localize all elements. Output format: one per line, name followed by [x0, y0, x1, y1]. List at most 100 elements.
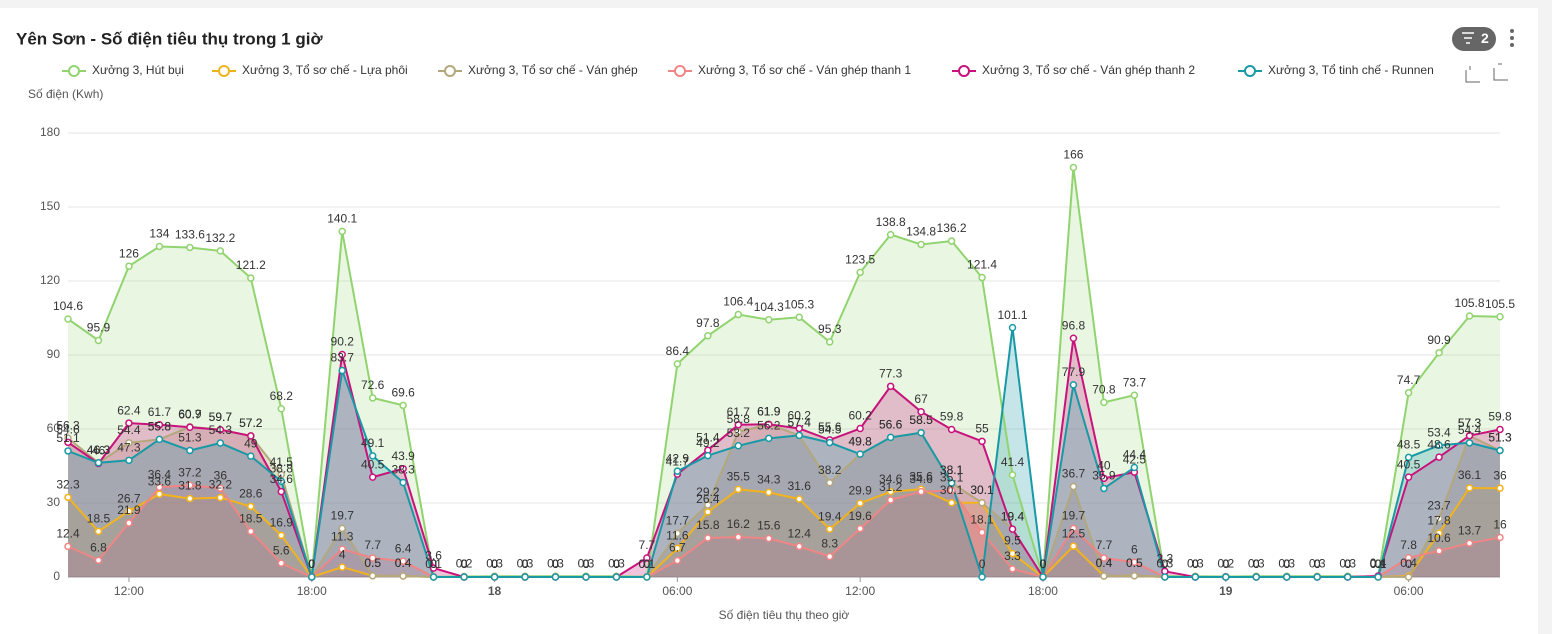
data-point [216, 425, 225, 434]
data-label: 123.5 [845, 253, 875, 267]
data-point [1496, 533, 1504, 542]
data-label: 46.3 [87, 443, 111, 457]
data-label: 97.8 [696, 316, 720, 330]
data-point [186, 423, 194, 432]
area-fill [68, 485, 1500, 577]
data-label: 42.9 [666, 451, 690, 465]
legend-label: Xưởng 3, Hút bụi [92, 63, 184, 77]
data-point [704, 501, 712, 509]
data-label: 132.2 [205, 231, 235, 245]
data-label: 61.9 [757, 404, 781, 418]
more-menu[interactable] [1510, 29, 1514, 47]
data-label: 58.5 [909, 413, 933, 427]
data-label: 23.7 [1427, 499, 1451, 513]
data-point [155, 421, 164, 429]
data-label: 0.3 [1309, 556, 1326, 570]
data-point [795, 424, 803, 433]
data-point [886, 433, 895, 442]
data-label: 55.6 [818, 420, 842, 434]
data-label: 136.2 [937, 221, 967, 235]
data-label: 0 [461, 557, 468, 571]
data-label: 51.3 [178, 431, 202, 445]
toolbox-icons[interactable] [1465, 63, 1508, 83]
legend-marker [218, 65, 230, 77]
data-label: 0 [613, 557, 620, 571]
data-label: 19.4 [818, 509, 842, 523]
data-point [368, 554, 377, 562]
data-label: 0 [1192, 557, 1199, 571]
data-label: 6 [1131, 542, 1138, 556]
data-label: 0 [1192, 557, 1199, 571]
legend-item[interactable]: Xưởng 3, Tổ sơ chế - Ván ghép thanh 1 [668, 63, 911, 77]
data-label: 0 [430, 557, 437, 571]
y-tick-label: 30 [47, 495, 61, 509]
x-tick-label: 06:00 [662, 584, 692, 598]
legend-label: Xưởng 3, Tổ tinh chế - Runnen [1268, 63, 1434, 77]
data-label: 62.4 [117, 403, 141, 417]
data-label: 0 [308, 557, 315, 571]
x-tick-label: 18:00 [297, 584, 327, 598]
data-label: 0 [522, 557, 529, 571]
data-point [765, 315, 773, 324]
y-tick-label: 90 [47, 347, 61, 361]
data-label: 106.4 [723, 295, 753, 309]
data-label: 18.1 [970, 513, 994, 527]
data-label: 60.7 [178, 407, 202, 421]
data-label: 6.7 [669, 541, 686, 555]
data-label: 30.1 [970, 483, 994, 497]
legend-item[interactable]: Xưởng 3, Hút bụi [62, 63, 184, 77]
data-label: 12.5 [1062, 526, 1086, 540]
data-point [673, 556, 682, 565]
data-point [795, 313, 803, 322]
data-point [1191, 573, 1200, 581]
legend-item[interactable]: Xưởng 3, Tổ tinh chế - Runnen [1238, 63, 1434, 77]
legend-item[interactable]: Xưởng 3, Tổ sơ chế - Ván ghép [438, 63, 638, 77]
data-point [338, 366, 346, 375]
data-point [247, 452, 255, 460]
data-label: 41.5 [270, 455, 294, 469]
data-point [1069, 163, 1078, 172]
data-label: 104.3 [754, 300, 784, 314]
data-label: 31.2 [879, 480, 903, 494]
data-label: 57.3 [1458, 416, 1482, 430]
area-fill [68, 488, 1500, 577]
data-label: 0 [1283, 557, 1290, 571]
data-point [765, 420, 773, 429]
data-label: 35.9 [1092, 469, 1116, 483]
data-label: 0 [1192, 557, 1199, 571]
legend-item[interactable]: Xưởng 3, Tổ sơ chế - Lựa phôi [212, 63, 408, 77]
data-label: 38.1 [940, 463, 964, 477]
data-label: 83.7 [331, 351, 355, 365]
badge-bg[interactable] [1452, 27, 1496, 51]
data-label: 0 [491, 557, 498, 571]
data-label: 57.4 [788, 416, 812, 430]
data-label: 0 [308, 557, 315, 571]
data-label: 0.4 [1096, 556, 1113, 570]
dot [1510, 29, 1514, 33]
filter-icon [1462, 32, 1474, 44]
data-point [1130, 391, 1139, 399]
data-label: 121.4 [967, 258, 997, 272]
data-label: 57.4 [788, 416, 812, 430]
data-point [1404, 453, 1413, 462]
data-point [1008, 549, 1017, 558]
data-label: 19.7 [1062, 509, 1086, 523]
data-label: 48.5 [1397, 438, 1421, 452]
data-label: 0 [491, 557, 498, 571]
data-point [186, 481, 194, 489]
data-label: 0 [583, 557, 590, 571]
data-label: 0 [552, 557, 559, 571]
data-point [1496, 313, 1504, 321]
data-label: 49.1 [361, 436, 385, 450]
data-point [1465, 539, 1474, 547]
legend-item[interactable]: Xưởng 3, Tổ sơ chế - Ván ghép thanh 2 [952, 63, 1195, 77]
data-label: 0.2 [456, 557, 473, 571]
data-point [64, 542, 72, 551]
data-point [856, 424, 864, 433]
data-label: 0 [1040, 557, 1047, 571]
data-label: 0.4 [1400, 556, 1417, 570]
data-label: 0 [1253, 557, 1260, 571]
data-label: 34.6 [909, 472, 933, 486]
data-point [1313, 573, 1321, 581]
filter-badge[interactable]: 2 [1452, 27, 1496, 51]
